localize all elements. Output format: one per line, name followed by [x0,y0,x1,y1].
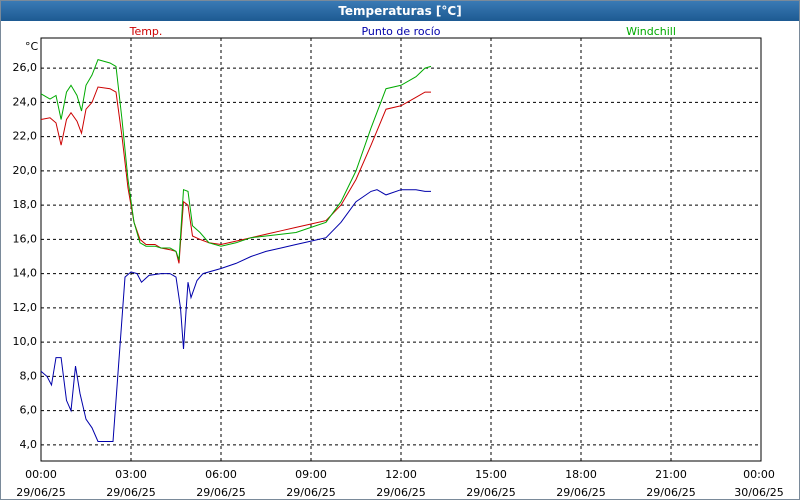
title-bar: Temperaturas [°C] [1,1,799,21]
legend-entry: Windchill [626,25,676,38]
legend-entry: Punto de rocío [361,25,440,38]
legend-entry: Temp. [129,25,163,38]
y-tick-label: 8,0 [20,369,38,382]
y-tick-label: 4,0 [20,438,38,451]
x-tick-label: 03:00 29/06/25 [106,468,156,499]
y-tick-label: 16,0 [13,232,38,245]
y-axis-label: °C [25,40,39,53]
y-tick-label: 20,0 [13,164,38,177]
x-tick-label: 15:00 29/06/25 [466,468,516,499]
x-tick-label: 00:00 30/06/25 [734,468,784,499]
y-tick-label: 26,0 [13,61,38,74]
x-tick-label: 21:00 29/06/25 [646,468,696,499]
x-tick-label: 09:00 29/06/25 [286,468,336,499]
y-tick-label: 18,0 [13,198,38,211]
y-tick-label: 24,0 [13,95,38,108]
x-tick-label: 18:00 29/06/25 [556,468,606,499]
y-tick-label: 10,0 [13,335,38,348]
x-tick-label: 00:00 29/06/25 [16,468,66,499]
y-tick-label: 6,0 [20,404,38,417]
series-line [40,86,431,264]
x-tick-label: 12:00 29/06/25 [376,468,426,499]
series-line [40,189,431,442]
series-line [40,58,432,261]
y-tick-label: 14,0 [13,267,38,280]
x-tick-label: 06:00 29/06/25 [196,468,246,499]
y-tick-label: 22,0 [13,130,38,143]
y-tick-label: 12,0 [13,301,38,314]
